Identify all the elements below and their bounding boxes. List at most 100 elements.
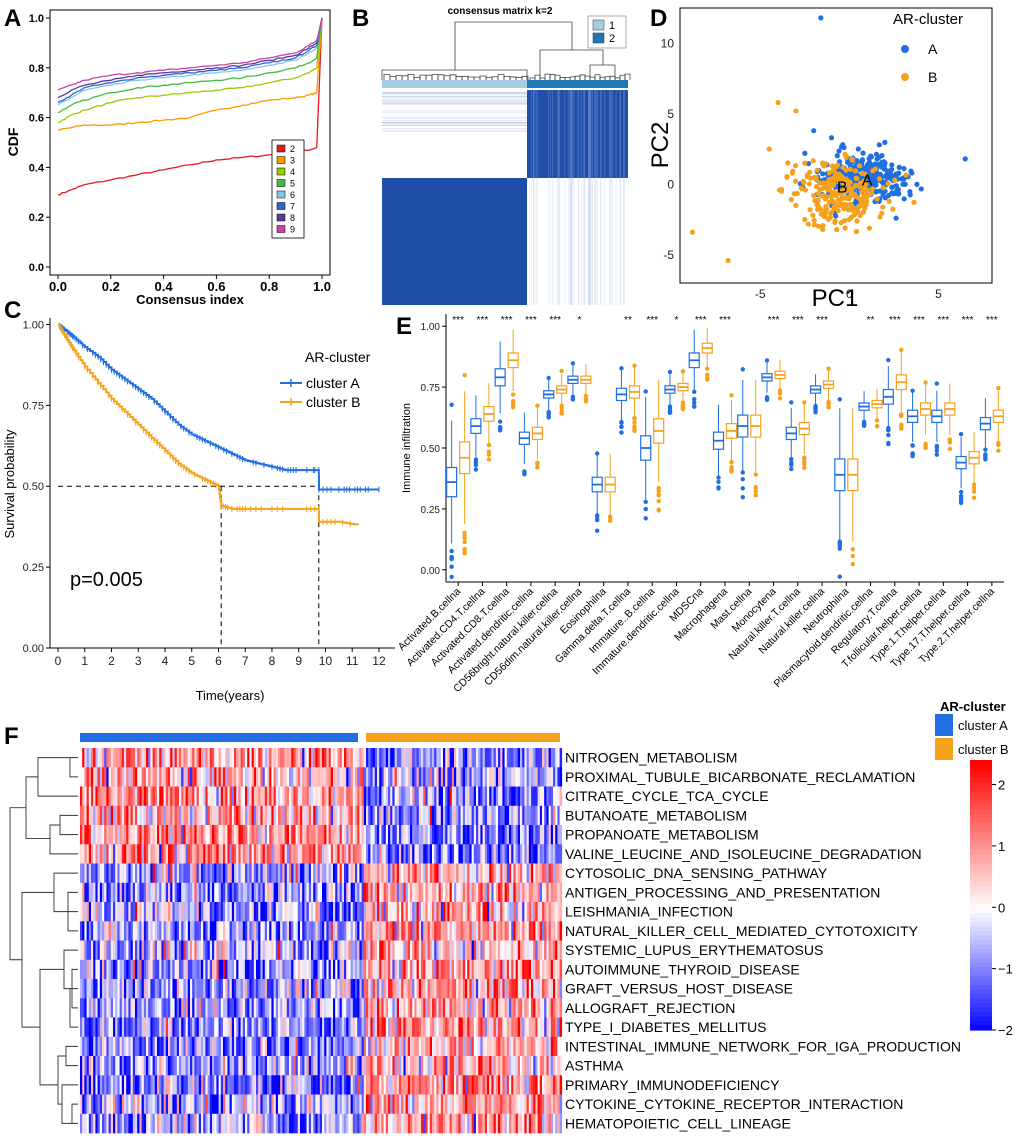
heat-cell bbox=[185, 825, 189, 845]
heat-cell bbox=[352, 1017, 356, 1038]
heat-cell bbox=[379, 767, 382, 787]
outlier bbox=[607, 514, 613, 519]
heat-cell bbox=[506, 902, 510, 922]
heat-cell bbox=[438, 748, 442, 768]
heat-cell bbox=[84, 940, 87, 961]
heat-cell bbox=[157, 882, 160, 903]
point-B bbox=[834, 162, 841, 168]
heat-cell bbox=[196, 959, 200, 980]
heat-cell bbox=[141, 882, 145, 903]
heat-cell bbox=[377, 844, 380, 864]
outlier bbox=[874, 418, 880, 423]
heat-cell bbox=[478, 940, 481, 961]
heat-cell bbox=[319, 1036, 323, 1057]
heat-cell bbox=[500, 805, 503, 826]
heat-cell bbox=[251, 921, 255, 941]
heat-cell bbox=[443, 979, 446, 999]
heat-cell bbox=[388, 805, 391, 826]
heat-cell bbox=[451, 748, 455, 768]
heat-cell bbox=[366, 921, 369, 941]
heat-cell bbox=[348, 767, 351, 787]
heat-cell bbox=[484, 748, 488, 768]
heat-cell bbox=[533, 786, 536, 807]
heat-cell bbox=[302, 1017, 305, 1038]
heat-cell bbox=[451, 786, 455, 807]
heat-cell bbox=[293, 825, 296, 845]
heat-cell bbox=[315, 959, 318, 980]
heat-cell bbox=[220, 902, 224, 922]
heat-cell bbox=[174, 902, 178, 922]
heat-cell bbox=[467, 902, 470, 922]
heat-cell bbox=[462, 1017, 466, 1038]
heat-cell bbox=[154, 1017, 158, 1038]
heat-cell bbox=[95, 786, 98, 807]
heat-cell bbox=[370, 844, 373, 864]
heat-cell bbox=[146, 882, 149, 903]
heat-cell bbox=[293, 940, 296, 961]
heat-cell bbox=[304, 998, 307, 1018]
heat-cell bbox=[225, 979, 228, 999]
heat-cell bbox=[421, 902, 424, 922]
heat-cell bbox=[502, 805, 505, 826]
heat-cell bbox=[172, 748, 175, 768]
heat-cell bbox=[546, 805, 549, 826]
heat-cell bbox=[443, 998, 446, 1018]
heat-cell bbox=[427, 1017, 431, 1038]
heat-cell bbox=[399, 902, 402, 922]
heat-cell bbox=[190, 1036, 193, 1057]
heat-cell bbox=[462, 921, 466, 941]
heat-cell bbox=[493, 805, 497, 826]
heat-cell bbox=[150, 863, 153, 884]
heat-cell bbox=[242, 979, 246, 999]
heat-cell bbox=[183, 921, 186, 941]
heat-cell bbox=[152, 825, 156, 845]
heat-cell bbox=[117, 959, 120, 980]
heat-cell bbox=[326, 825, 329, 845]
heat-cell bbox=[344, 902, 347, 922]
heat-cell bbox=[328, 979, 332, 999]
heat-cell bbox=[372, 844, 376, 864]
heat-cell bbox=[460, 767, 464, 787]
heat-cell bbox=[363, 748, 367, 768]
panel-c-survival-chart: C 0 1 2 3 4 5 6 7 8 9 10 11 120.000.250.500.751.00 p… bbox=[2, 297, 395, 703]
heat-cell bbox=[412, 959, 415, 980]
heat-cell bbox=[238, 1036, 241, 1057]
heat-cell bbox=[440, 805, 444, 826]
heat-cell bbox=[187, 998, 191, 1018]
heat-cell bbox=[99, 940, 103, 961]
heat-cell bbox=[381, 805, 384, 826]
heat-cell bbox=[278, 979, 281, 999]
heat-cell bbox=[236, 998, 239, 1018]
heat-cell bbox=[355, 1017, 358, 1038]
heat-cell bbox=[324, 921, 327, 941]
heat-cell bbox=[190, 805, 193, 826]
panel-f-row-dendrogram bbox=[9, 757, 78, 1124]
heat-cell bbox=[328, 882, 332, 903]
outlier bbox=[522, 470, 527, 475]
heat-cell bbox=[234, 959, 237, 980]
signif-label: *** bbox=[477, 315, 489, 326]
point-B bbox=[793, 202, 799, 209]
heat-cell bbox=[469, 786, 472, 807]
heat-cell bbox=[104, 998, 107, 1018]
heat-cell bbox=[183, 998, 186, 1018]
heat-cell bbox=[522, 1017, 525, 1038]
heat-cell bbox=[317, 786, 321, 807]
heat-cell bbox=[524, 767, 527, 787]
heat-cell bbox=[511, 844, 514, 864]
heat-cell bbox=[306, 979, 310, 999]
outlier bbox=[510, 399, 516, 404]
heat-cell bbox=[421, 805, 424, 826]
dendro-branch bbox=[454, 21, 573, 70]
heat-cell bbox=[209, 921, 213, 941]
heat-cell bbox=[407, 902, 411, 922]
dendro-branch bbox=[599, 76, 606, 80]
heat-cell bbox=[207, 921, 211, 941]
heat-cell bbox=[245, 921, 248, 941]
heat-cell bbox=[286, 1017, 290, 1038]
heat-cell bbox=[280, 882, 283, 903]
point-B bbox=[813, 176, 819, 183]
heat-cell bbox=[502, 844, 505, 864]
heat-cell bbox=[176, 805, 180, 826]
panel-e-ylabel: Immune infiltration bbox=[401, 403, 413, 493]
